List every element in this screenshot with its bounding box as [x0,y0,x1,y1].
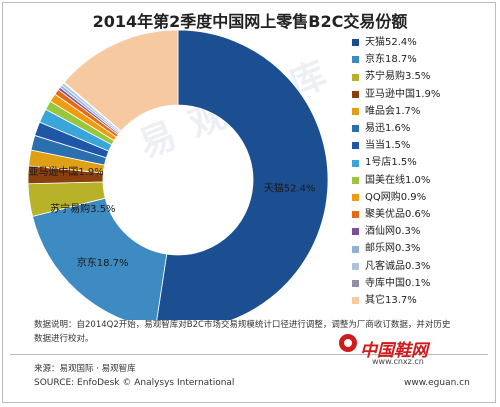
legend-label: 亚马逊中国1.9% [365,88,441,100]
legend-item: 唯品会1.7% [352,103,488,120]
site-logo-name: 中国鞋网 [360,341,428,361]
legend-item: 1号店1.5% [352,154,488,171]
slice-15 [63,29,179,132]
legend-swatch [352,125,359,133]
legend-item: 其它13.7% [352,292,488,309]
legend-item: 当当1.5% [352,137,488,154]
legend-label: 易迅1.6% [365,123,411,135]
legend-swatch [352,297,359,305]
chart-legend: 天猫52.4% 京东18.7% 苏宁易购3.5% 亚马逊中国1.9% 唯品会1.7% 易迅… [352,34,488,309]
legend-label: 凡客诚品0.3% [365,260,431,272]
legend-swatch [352,39,359,47]
legend-item: 苏宁易购3.5% [352,68,488,85]
legend-swatch [352,142,359,150]
legend-item: 亚马逊中国1.9% [352,86,488,103]
legend-label: QQ网购0.9% [365,191,427,203]
legend-item: 寺库中国0.1% [352,275,488,292]
donut-chart: 天猫52.4% 京东18.7% 苏宁易购3.5% 亚马逊中国1.9% [27,29,329,320]
legend-swatch [352,228,359,236]
slice-label-3: 亚马逊中国1.9% [28,165,103,178]
legend-label: 寺库中国0.1% [365,277,431,289]
legend-label: 天猫52.4% [365,37,417,48]
legend-label: 聚美优品0.6% [365,209,431,221]
legend-label: 国美在线1.0% [365,174,431,186]
data-note: 数据说明：自2014Q2开始，易观智库对B2C市场交易规模统计口径进行调整，调整… [34,320,451,344]
legend-item: 凡客诚品0.3% [352,258,488,275]
slice-label-0: 天猫52.4% [264,181,316,194]
slice-0 [156,29,329,320]
divider [10,354,488,355]
legend-swatch [352,90,359,98]
legend-swatch [352,107,359,115]
legend-item: 聚美优品0.6% [352,206,488,223]
chart-title: 2014年第2季度中国网上零售B2C交易份额 [92,12,408,31]
chart-frame [2,2,496,403]
legend-label: 酒仙网0.3% [365,226,421,238]
source-url: www.eguan.cn [404,378,470,388]
legend-item: 酒仙网0.3% [352,223,488,240]
legend-label: 当当1.5% [365,140,411,152]
legend-swatch [352,193,359,201]
legend-label: 其它13.7% [365,295,417,307]
site-logo-url: www.cnxz.cn [372,357,424,366]
legend-label: 1号店1.5% [365,157,417,169]
legend-label: 苏宁易购3.5% [365,71,431,83]
legend-item: 天猫52.4% [352,34,488,51]
legend-swatch [352,262,359,270]
slice-label-2: 苏宁易购3.5% [50,202,115,215]
source-cn: 来源：易观国际 · 易观智库 [34,364,136,374]
legend-swatch [352,245,359,253]
legend-swatch [352,211,359,219]
legend-label: 唯品会1.7% [365,105,421,117]
legend-label: 邮乐网0.3% [365,243,421,255]
legend-swatch [352,159,359,167]
legend-swatch [352,279,359,287]
legend-item: 京东18.7% [352,51,488,68]
legend-swatch [352,73,359,81]
legend-swatch [352,176,359,184]
source-en: SOURCE: EnfoDesk © Analysys Internationa… [34,378,235,388]
legend-item: QQ网购0.9% [352,189,488,206]
legend-item: 邮乐网0.3% [352,240,488,257]
legend-swatch [352,56,359,64]
site-logo-icon [339,334,357,352]
legend-label: 京东18.7% [365,54,417,66]
legend-item: 易迅1.6% [352,120,488,137]
legend-item: 国美在线1.0% [352,172,488,189]
slice-label-1: 京东18.7% [77,256,129,269]
slice-1 [31,197,168,320]
